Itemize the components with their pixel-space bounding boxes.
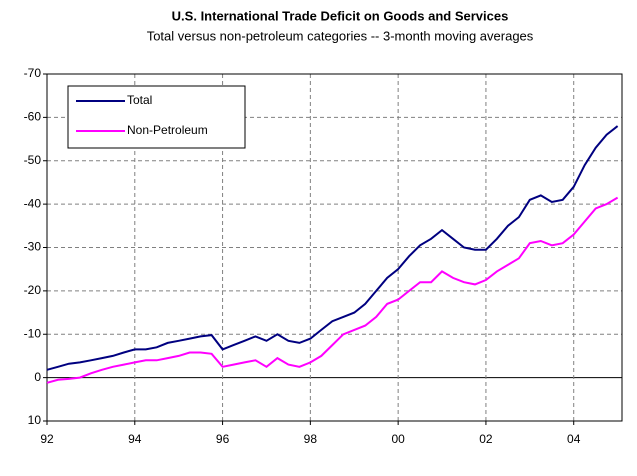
x-tick-label: 04 — [567, 432, 581, 446]
x-tick-label: 92 — [40, 432, 54, 446]
y-tick-label: 0 — [34, 370, 41, 384]
x-tick-label: 00 — [391, 432, 405, 446]
y-tick-label: -30 — [24, 240, 42, 254]
plot-border — [46, 73, 623, 422]
x-tick-label: 02 — [479, 432, 493, 446]
y-tick-label: -50 — [24, 153, 42, 167]
y-tick-label: -40 — [24, 196, 42, 210]
y-tick-label: 10 — [28, 413, 42, 427]
legend-label: Non-Petroleum — [127, 123, 208, 137]
x-tick-label: 98 — [304, 432, 318, 446]
chart-subtitle: Total versus non-petroleum categories --… — [147, 28, 534, 43]
y-tick-label: -60 — [24, 110, 42, 124]
series-line — [46, 125, 619, 371]
chart-title: U.S. International Trade Deficit on Good… — [172, 8, 509, 23]
series-line — [46, 196, 619, 384]
legend-label: Total — [127, 93, 152, 107]
x-tick-label: 94 — [128, 432, 142, 446]
legend-box — [67, 85, 246, 149]
y-tick-label: -10 — [24, 326, 42, 340]
x-tick-label: 96 — [216, 432, 230, 446]
y-tick-label: -20 — [24, 283, 42, 297]
y-tick-label: -70 — [24, 66, 42, 80]
